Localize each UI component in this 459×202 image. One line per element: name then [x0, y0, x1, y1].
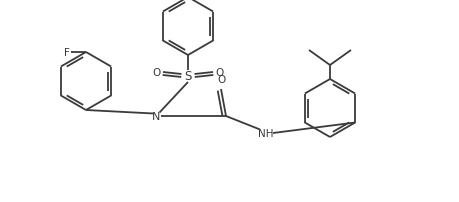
Text: O: O	[217, 75, 225, 85]
Text: F: F	[64, 48, 69, 58]
Text: O: O	[153, 68, 161, 78]
Text: N: N	[152, 112, 160, 121]
Text: O: O	[215, 68, 223, 78]
Text: NH: NH	[258, 128, 274, 138]
Text: S: S	[185, 70, 192, 83]
